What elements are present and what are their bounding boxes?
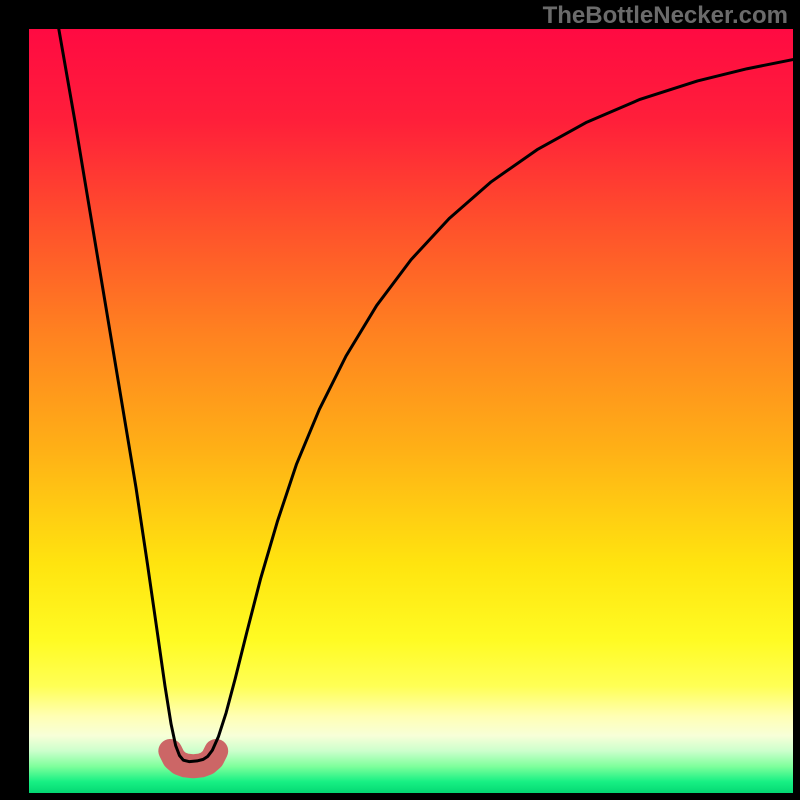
bottleneck-curve	[59, 29, 793, 762]
frame: TheBottleNecker.com	[0, 0, 800, 800]
watermark-text: TheBottleNecker.com	[543, 2, 788, 30]
plot-area	[29, 29, 793, 793]
curve-layer	[29, 29, 793, 793]
